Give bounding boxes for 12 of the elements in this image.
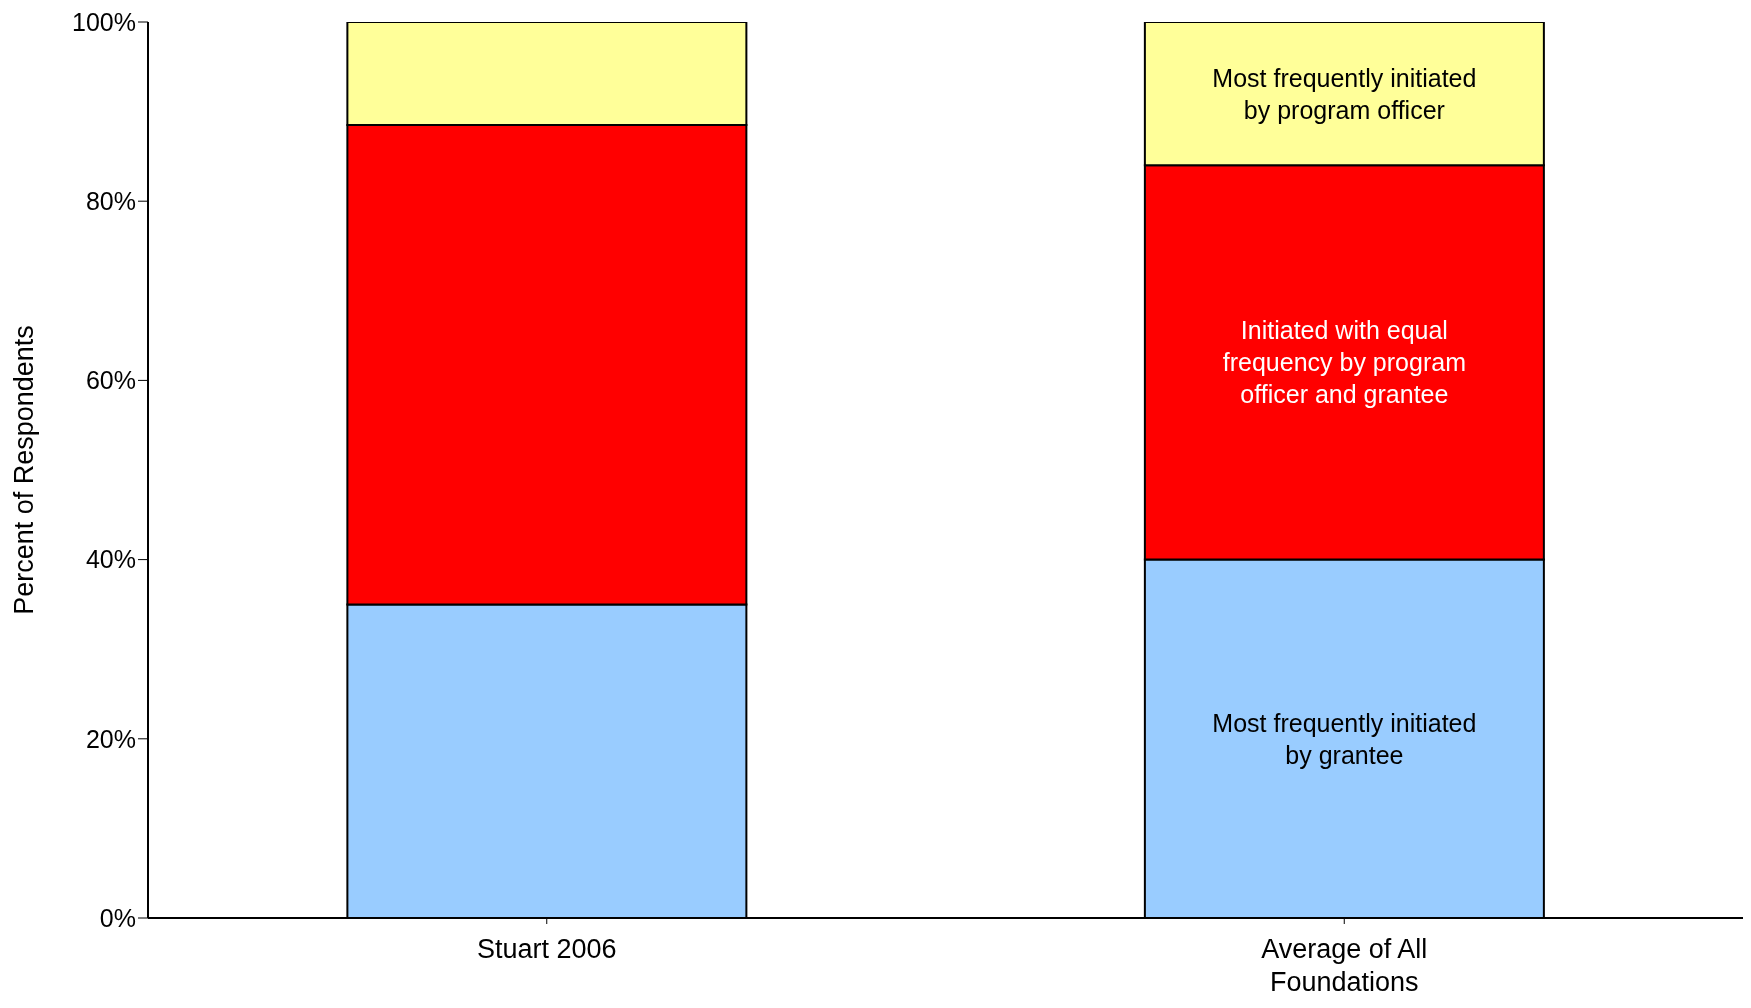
x-tick-label: Stuart 2006 [476,934,617,964]
y-tick-label: 40% [85,545,136,574]
y-axis-title: Percent of Respondents [8,325,39,615]
series-label: Most frequently initiated by program officer [1212,63,1477,124]
series-label: Most frequently initiated by grantee [1212,708,1477,769]
y-tick-label: 60% [85,366,136,395]
y-tick-label: 100% [72,7,136,36]
y-tick-label: 20% [85,724,136,753]
x-tick-label: Average of All Foundations [1261,934,1428,997]
y-tick-label: 0% [99,903,136,932]
y-tick-label: 80% [85,187,136,216]
series-label: Initiated with equal frequency by program officer and grantee [1222,316,1466,409]
